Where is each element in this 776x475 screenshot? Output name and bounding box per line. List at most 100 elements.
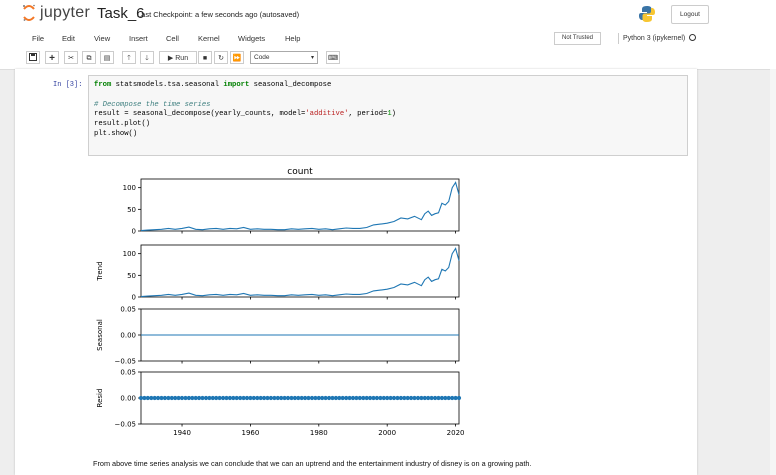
resid-point	[306, 395, 311, 401]
kernel-indicator[interactable]: Python 3 (ipykernel)	[618, 33, 697, 44]
menu-kernel[interactable]: Kernel	[198, 34, 220, 43]
y-tick-label: −0.05	[115, 421, 136, 429]
resid-point	[446, 395, 451, 401]
resid-point	[453, 395, 458, 401]
resid-point	[456, 395, 462, 401]
menu-edit[interactable]: Edit	[62, 34, 75, 43]
resid-point	[183, 395, 188, 401]
jupyter-logo[interactable]: jupyter	[22, 4, 90, 22]
resid-point	[327, 395, 332, 401]
arrow-up-icon: 🡑	[127, 55, 131, 62]
command-palette-button[interactable]: ⌨	[326, 51, 340, 64]
resid-point	[381, 395, 386, 401]
resid-point	[179, 395, 185, 401]
resid-point	[316, 395, 321, 401]
resid-point	[429, 395, 434, 401]
move-down-button[interactable]: 🡓	[140, 51, 154, 64]
resid-point	[255, 395, 260, 401]
copy-button[interactable]: ⧉	[82, 51, 96, 64]
trust-button[interactable]: Not Trusted	[554, 32, 601, 45]
chevron-down-icon: ▾	[310, 55, 314, 61]
resid-point	[238, 395, 243, 401]
play-icon: ▶	[167, 55, 174, 62]
code-cell[interactable]: from statsmodels.tsa.seasonal import sea…	[88, 75, 688, 156]
cut-button[interactable]: ✂	[64, 51, 78, 64]
toolbar: + ✂ ⧉ ▤ 🡑 🡓 ▶ Run ■ ↻ ⏩ Code ▾ ⌨	[0, 47, 776, 70]
resid-point	[169, 395, 174, 401]
code-editor[interactable]: from statsmodels.tsa.seasonal import sea…	[94, 81, 396, 140]
resid-point	[138, 395, 144, 401]
logout-button[interactable]: Logout	[671, 5, 709, 24]
panel-frame	[140, 244, 460, 298]
run-button[interactable]: ▶ Run	[159, 51, 197, 64]
code-line-6: plt.show()	[94, 129, 138, 138]
resid-point	[265, 395, 270, 401]
interrupt-button[interactable]: ■	[198, 51, 212, 64]
resid-point	[347, 395, 352, 401]
resid-point	[309, 395, 315, 401]
resid-point	[156, 395, 161, 401]
run-label: Run	[175, 55, 189, 62]
resid-point	[258, 395, 263, 401]
menu-cell[interactable]: Cell	[166, 34, 179, 43]
menu-help[interactable]: Help	[285, 34, 301, 43]
kernel-status-icon	[689, 34, 697, 41]
menu-widgets[interactable]: Widgets	[238, 34, 266, 43]
y-tick-label: 0.05	[120, 306, 136, 314]
resid-point	[385, 395, 390, 401]
resid-point	[248, 395, 253, 401]
restart-run-all-button[interactable]: ⏩	[230, 51, 244, 64]
notebook-name[interactable]: Task_6	[97, 5, 145, 22]
y-tick-label: 100	[123, 184, 136, 192]
plus-icon: +	[49, 53, 55, 64]
resid-point	[200, 395, 205, 401]
move-up-button[interactable]: 🡑	[122, 51, 136, 64]
resid-point	[190, 395, 195, 401]
resid-point	[217, 395, 222, 401]
resid-point	[234, 395, 239, 401]
resid-point	[415, 395, 421, 401]
code-line-3: # Decompose the time series	[94, 100, 211, 109]
resid-point	[426, 395, 431, 401]
y-tick-label: 50	[127, 272, 136, 280]
stop-icon: ■	[202, 55, 208, 62]
add-cell-button[interactable]: +	[45, 51, 59, 64]
decomposition-plot: count 0 50 100 0 50 100 Trend 0.05 0.00 −0.05 Seaso…	[96, 167, 464, 437]
resid-point	[374, 395, 379, 401]
resid-point	[433, 395, 438, 401]
resid-point	[361, 395, 366, 401]
resid-point	[350, 395, 356, 401]
restart-icon: ↻	[218, 55, 224, 62]
resid-point	[313, 395, 318, 401]
resid-point	[244, 395, 250, 401]
resid-point	[378, 395, 383, 401]
resid-point	[412, 395, 417, 401]
menu-insert[interactable]: Insert	[129, 34, 148, 43]
scrollbar[interactable]	[770, 69, 776, 475]
y-axis-label: Resid	[96, 389, 104, 408]
save-button[interactable]	[26, 51, 40, 64]
resid-point	[231, 395, 236, 401]
paste-button[interactable]: ▤	[100, 51, 114, 64]
resid-point	[262, 395, 267, 401]
scissors-icon: ✂	[68, 55, 74, 62]
resid-point	[176, 395, 181, 401]
resid-point	[395, 395, 400, 401]
keyboard-icon: ⌨	[327, 55, 339, 62]
resid-point	[279, 395, 284, 401]
resid-point	[340, 395, 345, 401]
panel-frame	[140, 178, 460, 232]
menu-view[interactable]: View	[94, 34, 111, 43]
resid-point	[149, 395, 154, 401]
resid-point	[162, 395, 167, 401]
resid-point	[142, 395, 147, 401]
resid-point	[207, 395, 212, 401]
resid-point	[285, 395, 291, 401]
restart-button[interactable]: ↻	[214, 51, 228, 64]
resid-point	[364, 395, 369, 401]
kernel-name: Python 3 (ipykernel)	[623, 35, 686, 42]
resid-point	[398, 395, 403, 401]
menu-file[interactable]: File	[32, 34, 45, 43]
cell-type-select[interactable]: Code ▾	[250, 51, 318, 64]
resid-point	[443, 395, 448, 401]
